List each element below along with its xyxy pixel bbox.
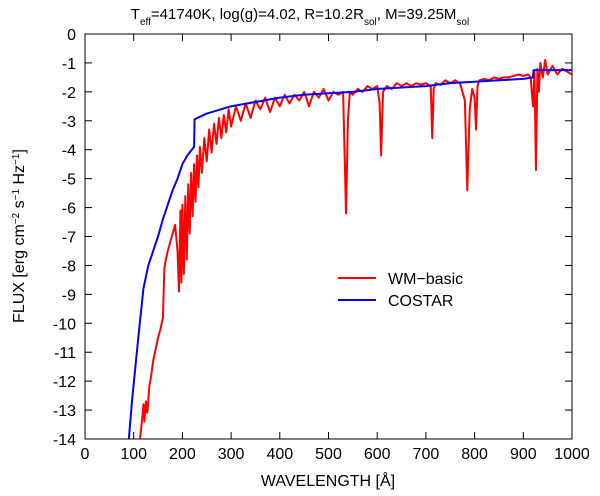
x-tick-label: 500 (315, 446, 342, 463)
label-part: −2 (11, 212, 22, 224)
y-tick-label: -11 (54, 345, 76, 362)
data-line (139, 59, 572, 439)
label-part: −1 (11, 153, 22, 165)
x-tick-label: 900 (510, 446, 537, 463)
label-part: s (11, 200, 28, 212)
label-part: , M=39.25M (377, 6, 457, 23)
x-tick-label: 300 (218, 446, 245, 463)
label-part: eff (140, 17, 151, 28)
label-part: FLUX [erg cm (11, 224, 28, 323)
label-part: WAVELENGTH [Å] (261, 471, 395, 490)
y-tick-label: -5 (62, 172, 76, 189)
y-tick-label: -6 (62, 201, 76, 218)
x-tick-label: 800 (461, 446, 488, 463)
legend-label: COSTAR (388, 293, 453, 310)
y-tick-label: -2 (62, 85, 76, 102)
y-tick-label: -1 (62, 56, 76, 73)
y-tick-label: -8 (62, 258, 76, 275)
legend-label: WM−basic (388, 271, 463, 288)
label-part: sol (364, 17, 377, 28)
y-tick-label: -14 (53, 432, 76, 449)
label-part: Hz (11, 165, 28, 189)
y-tick-label: -7 (62, 230, 76, 247)
x-tick-label: 700 (413, 446, 440, 463)
x-tick-label: 0 (81, 446, 90, 463)
label-part: −1 (11, 189, 22, 201)
y-tick-label: -10 (53, 316, 76, 333)
label-part: =41740K, log(g)=4.02, R=10.2R (151, 6, 364, 23)
data-line (127, 69, 572, 439)
y-tick-label: -9 (62, 287, 76, 304)
x-tick-label: 400 (266, 446, 293, 463)
chart-title: Teff=41740K, log(g)=4.02, R=10.2Rsol, M=… (131, 6, 469, 28)
y-tick-label: -12 (53, 374, 76, 391)
y-tick-label: -13 (53, 403, 76, 420)
x-tick-label: 1000 (554, 446, 590, 463)
y-tick-label: 0 (67, 27, 76, 44)
y-axis-label: FLUX [erg cm−2 s−1 Hz−1] (11, 149, 29, 323)
x-tick-label: 100 (120, 446, 147, 463)
label-part: T (131, 6, 140, 23)
label-part: ] (11, 149, 28, 153)
x-tick-label: 600 (364, 446, 391, 463)
x-axis-label: WAVELENGTH [Å] (261, 471, 395, 490)
y-tick-label: -3 (62, 114, 76, 131)
label-part: sol (456, 17, 469, 28)
x-tick-label: 200 (169, 446, 196, 463)
y-tick-label: -4 (62, 143, 76, 160)
